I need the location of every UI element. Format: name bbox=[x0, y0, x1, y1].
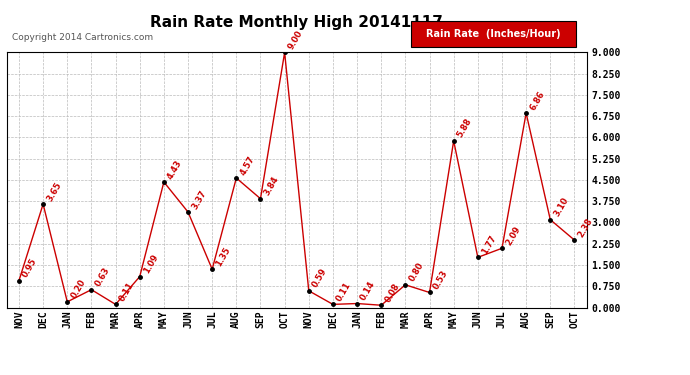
Text: 0.80: 0.80 bbox=[407, 261, 425, 284]
Text: 0.63: 0.63 bbox=[93, 266, 112, 288]
Text: 1.35: 1.35 bbox=[214, 245, 233, 268]
Text: Copyright 2014 Cartronics.com: Copyright 2014 Cartronics.com bbox=[12, 33, 153, 42]
Text: Rain Rate  (Inches/Hour): Rain Rate (Inches/Hour) bbox=[426, 29, 561, 39]
Text: 1.77: 1.77 bbox=[480, 234, 498, 256]
Text: 2.09: 2.09 bbox=[504, 225, 522, 247]
Text: 4.57: 4.57 bbox=[238, 154, 257, 177]
Text: 3.65: 3.65 bbox=[45, 180, 63, 203]
Text: 0.11: 0.11 bbox=[117, 280, 136, 303]
Text: 0.95: 0.95 bbox=[21, 257, 39, 279]
Text: 3.10: 3.10 bbox=[552, 196, 571, 218]
Text: 0.11: 0.11 bbox=[335, 280, 353, 303]
Text: 6.86: 6.86 bbox=[528, 89, 546, 112]
Text: 0.53: 0.53 bbox=[431, 269, 450, 291]
Text: 3.84: 3.84 bbox=[262, 175, 281, 197]
Text: 0.08: 0.08 bbox=[383, 282, 401, 304]
Text: 0.59: 0.59 bbox=[310, 267, 329, 290]
Text: 1.09: 1.09 bbox=[141, 253, 160, 275]
Text: 3.37: 3.37 bbox=[190, 188, 208, 211]
Text: 2.38: 2.38 bbox=[576, 216, 595, 238]
Text: 4.43: 4.43 bbox=[166, 158, 184, 181]
Text: 5.88: 5.88 bbox=[455, 117, 474, 140]
Text: 0.14: 0.14 bbox=[359, 280, 377, 302]
Text: Rain Rate Monthly High 20141117: Rain Rate Monthly High 20141117 bbox=[150, 15, 443, 30]
Text: 9.00: 9.00 bbox=[286, 29, 304, 51]
Text: 0.20: 0.20 bbox=[69, 278, 88, 300]
